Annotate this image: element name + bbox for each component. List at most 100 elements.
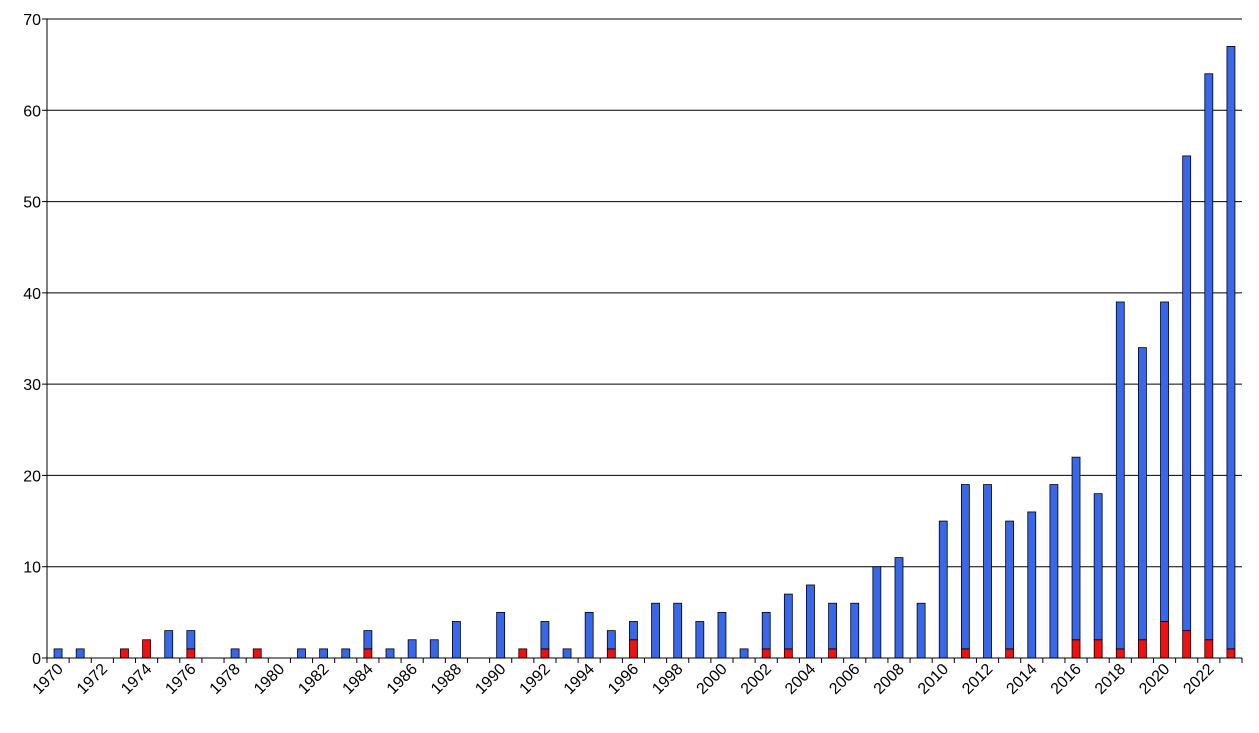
- y-tick-label: 0: [32, 651, 41, 668]
- bar-segment: [1160, 621, 1169, 659]
- bar-segment: [75, 648, 85, 659]
- bar-segment: [1138, 639, 1147, 659]
- x-tick-label: 1992: [517, 661, 554, 698]
- x-tick-label: 1990: [472, 661, 509, 698]
- y-tick-label: 20: [23, 468, 41, 485]
- bar-segment: [429, 639, 439, 659]
- bar-segment: [562, 648, 572, 659]
- bar-segment: [186, 630, 196, 650]
- x-tick-label: 2002: [738, 661, 775, 698]
- y-tick-label: 40: [23, 286, 41, 303]
- bar-segment: [606, 630, 616, 650]
- bar-segment: [385, 648, 395, 659]
- bar-segment: [983, 484, 992, 659]
- bar-segment: [584, 611, 594, 659]
- bar-segment: [629, 621, 638, 641]
- x-tick-label: 2010: [915, 661, 952, 698]
- bar-segment: [407, 639, 417, 659]
- bar-segment: [164, 630, 174, 659]
- x-tick-label: 2004: [782, 661, 819, 698]
- x-tick-label: 1982: [295, 661, 332, 698]
- bar-segment: [739, 648, 749, 659]
- bar-segment: [783, 648, 793, 659]
- bar-segment: [363, 630, 373, 650]
- x-axis-tick-labels: 1970 1972 1974 1976 1978 1980 1982 1984 1986 1988…: [30, 661, 1218, 698]
- x-tick-label: 2012: [959, 661, 996, 698]
- bar-segment: [960, 484, 970, 650]
- x-tick-label: 1998: [649, 661, 686, 698]
- bar-segment: [518, 648, 528, 659]
- bar-segment: [651, 602, 660, 659]
- x-tick-label: 2020: [1136, 661, 1173, 698]
- bar-segment: [252, 648, 262, 659]
- bar-segment: [1160, 301, 1169, 622]
- x-tick-label: 1972: [74, 661, 111, 698]
- x-tick-label: 1976: [162, 661, 199, 698]
- bar-segment: [606, 648, 616, 659]
- y-tick-label: 50: [23, 195, 41, 212]
- x-tick-label: 2014: [1003, 661, 1040, 698]
- bar-segment: [1182, 155, 1192, 632]
- bar-segment: [629, 639, 638, 659]
- bar-segment: [142, 639, 151, 659]
- x-tick-label: 2018: [1092, 661, 1129, 698]
- bar-segment: [828, 648, 838, 659]
- bar-segment: [673, 602, 683, 659]
- axes: [42, 18, 1243, 663]
- y-axis-tick-labels: 0 10 20 30 40 50 60 70: [23, 12, 41, 668]
- y-tick-label: 70: [23, 12, 41, 29]
- bar-segment: [872, 566, 882, 659]
- x-tick-label: 2022: [1180, 661, 1217, 698]
- bar-segment: [186, 648, 196, 659]
- x-tick-label: 2008: [871, 661, 908, 698]
- x-tick-label: 1978: [207, 661, 244, 698]
- bar-segment: [850, 602, 860, 659]
- bar-segment: [297, 648, 306, 659]
- bar-segment: [761, 611, 771, 650]
- bar-segment: [120, 648, 129, 659]
- bar-segment: [960, 648, 970, 659]
- bar-segment: [1071, 639, 1081, 659]
- bar-segment: [1138, 347, 1147, 641]
- bar-segment: [717, 611, 727, 659]
- gridlines: [47, 18, 1242, 568]
- bar-segment: [1005, 648, 1015, 659]
- bar-segment: [1115, 648, 1125, 659]
- x-tick-label: 1984: [340, 661, 377, 698]
- x-tick-label: 2000: [694, 661, 731, 698]
- bar-segment: [1005, 520, 1015, 650]
- bar-segment: [761, 648, 771, 659]
- bar-segment: [1027, 511, 1037, 659]
- bar-segment: [916, 602, 926, 659]
- bar-segment: [1049, 484, 1059, 659]
- bar-segment: [451, 621, 461, 659]
- x-tick-label: 1980: [251, 661, 288, 698]
- bars: [53, 45, 1236, 659]
- bar-segment: [783, 593, 793, 650]
- bar-segment: [828, 602, 838, 650]
- bar-segment: [1115, 301, 1125, 650]
- x-tick-label: 2006: [826, 661, 863, 698]
- x-tick-label: 1986: [384, 661, 421, 698]
- bar-segment: [1204, 73, 1214, 641]
- y-tick-label: 30: [23, 377, 41, 394]
- bar-segment: [53, 648, 63, 659]
- bar-segment: [319, 648, 329, 659]
- bar-segment: [1093, 493, 1103, 641]
- bar-segment: [894, 557, 904, 659]
- x-tick-label: 1996: [605, 661, 642, 698]
- x-tick-label: 1988: [428, 661, 465, 698]
- bar-segment: [230, 648, 240, 659]
- bar-segment: [1182, 630, 1192, 659]
- bar-segment: [1071, 456, 1081, 641]
- y-tick-label: 10: [23, 560, 41, 577]
- bar-segment: [1093, 639, 1103, 659]
- bar-segment: [363, 648, 373, 659]
- bar-segment: [1226, 45, 1236, 650]
- bar-segment: [1204, 639, 1214, 659]
- x-tick-label: 2016: [1048, 661, 1085, 698]
- bar-segment: [938, 520, 948, 659]
- bar-segment: [496, 611, 506, 659]
- bar-segment: [540, 621, 550, 650]
